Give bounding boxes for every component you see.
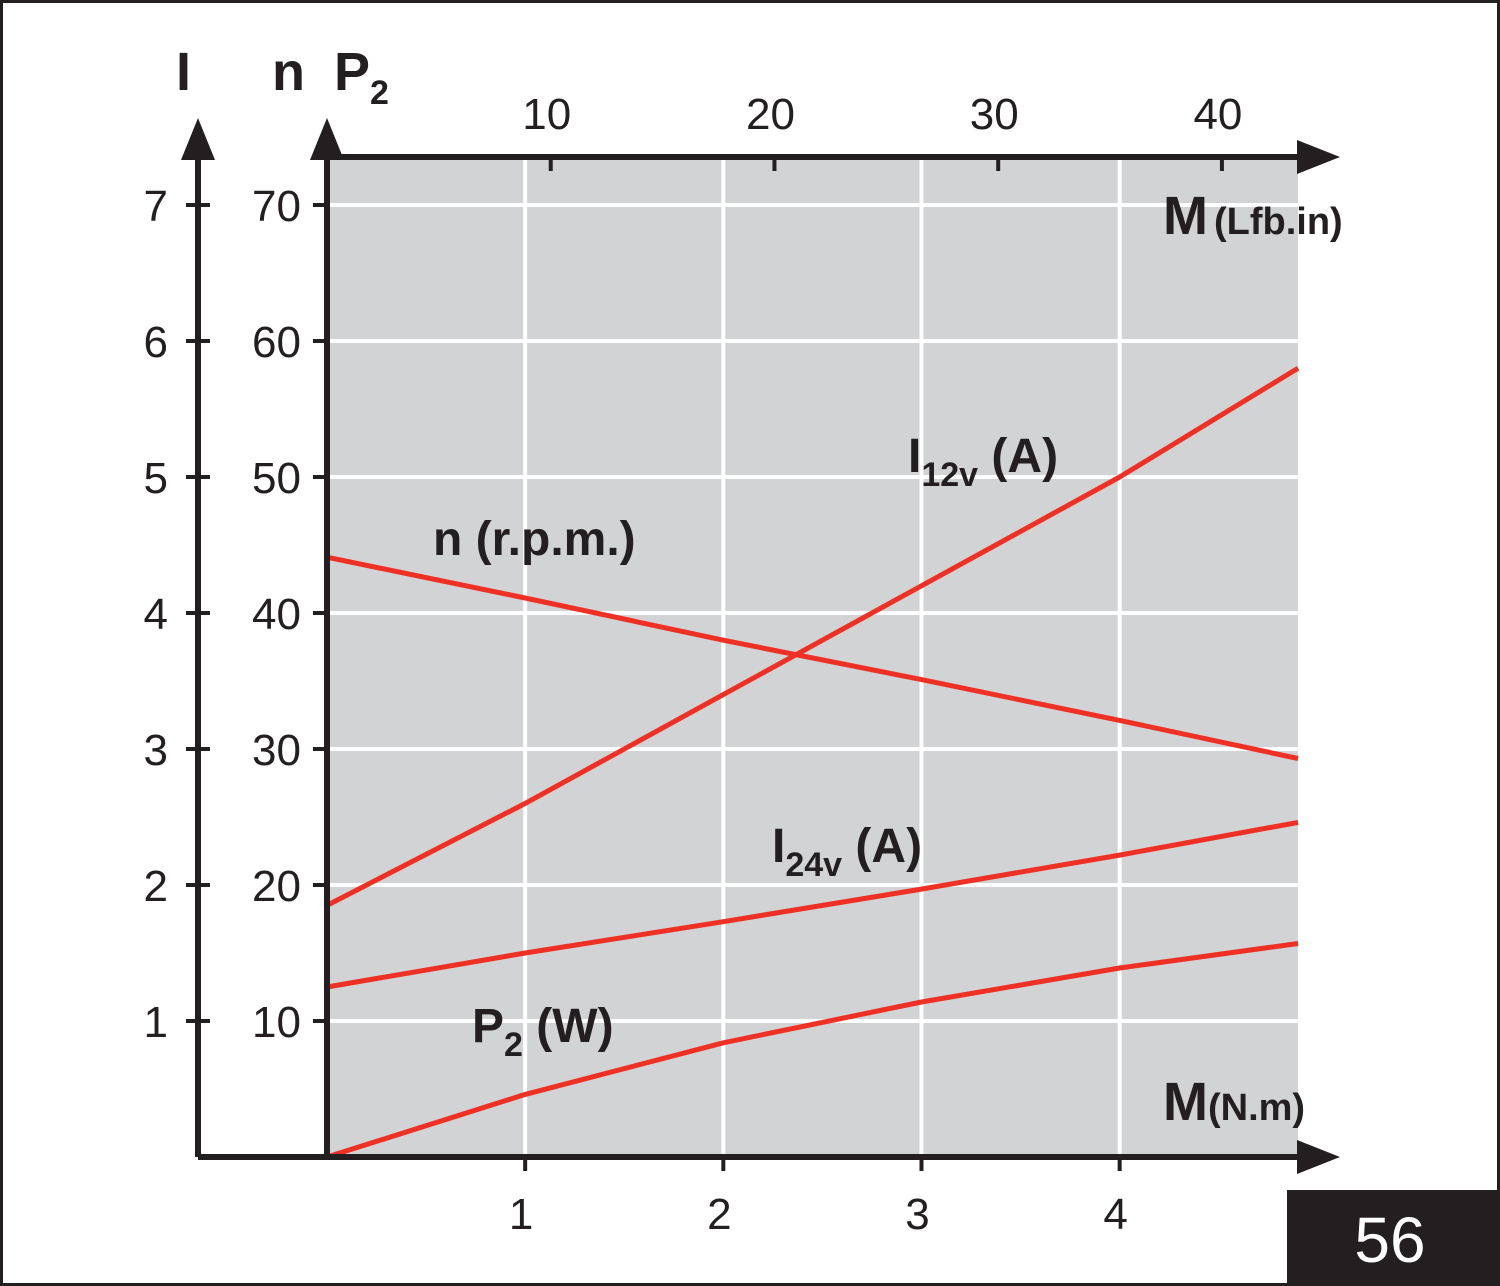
tick-label-x2: 20	[746, 90, 795, 139]
label-power-main: P	[472, 1000, 504, 1053]
tick-label-speed: 40	[252, 590, 301, 639]
tick-label-current: 5	[144, 454, 168, 503]
tick-label-current: 2	[144, 862, 168, 911]
tick-label-current: 3	[144, 726, 168, 775]
y-axis-symbol-current: I	[176, 42, 191, 102]
tick-label-x: 2	[707, 1190, 731, 1239]
x-axis-label: M(N.m)	[1163, 1072, 1305, 1132]
x2-axis-symbol: M	[1163, 186, 1208, 246]
tick-label-speed: 50	[252, 454, 301, 503]
label-current-12v-sub: 12v	[921, 456, 978, 494]
label-current-12v-tail: (A)	[978, 430, 1058, 483]
x-axis-unit: (N.m)	[1208, 1087, 1305, 1129]
grid-lines	[327, 157, 1298, 1157]
label-current-24v-sub: 24v	[785, 846, 842, 884]
series-lines	[325, 366, 1300, 1160]
series-label-power: P2 (W)	[472, 1000, 614, 1064]
tick-label-speed: 30	[252, 726, 301, 775]
tick-label-current: 1	[144, 998, 168, 1047]
series-label-current-24v: I24v (A)	[772, 820, 922, 884]
tick-label-current: 6	[144, 318, 168, 367]
series-label-current-12v: I12v (A)	[908, 430, 1058, 494]
figure-number-badge	[1287, 1190, 1500, 1286]
series-line-2	[326, 819, 1299, 990]
tick-label-speed: 10	[252, 998, 301, 1047]
series-line-0	[326, 554, 1299, 761]
tick-label-speed: 60	[252, 318, 301, 367]
label-current-12v-main: I	[908, 430, 921, 483]
power-symbol: P	[334, 42, 370, 102]
series-label-speed: n (r.p.m.)	[433, 513, 636, 566]
tick-label-x: 3	[905, 1190, 929, 1239]
tick-label-x: 4	[1103, 1190, 1127, 1239]
label-current-24v-main: I	[772, 820, 785, 873]
tick-label-current: 4	[144, 590, 168, 639]
series-line-3	[326, 941, 1299, 1160]
label-power-sub: 2	[504, 1026, 523, 1064]
x-axis-arrow	[1297, 1140, 1340, 1174]
tick-labels: 1 2 3 4 5 6 7 10 20 30 40 50 60 70 1 2 3 4 10 20 30 40	[144, 90, 1243, 1239]
tick-label-x2: 30	[970, 90, 1019, 139]
tick-label-x2: 40	[1193, 90, 1242, 139]
label-current-24v-tail: (A)	[842, 820, 922, 873]
series-line-1	[325, 366, 1300, 908]
x2-axis-label: M (Lfb.in)	[1163, 186, 1343, 246]
tick-marks	[186, 155, 1224, 1171]
x2-axis-arrow	[1297, 140, 1340, 174]
tick-label-speed: 20	[252, 862, 301, 911]
tick-label-x2: 10	[522, 90, 571, 139]
y-axis-current-arrow	[181, 118, 215, 160]
tick-label-x: 1	[509, 1190, 533, 1239]
tick-label-current: 7	[144, 182, 168, 231]
y-axis-symbol-power: P2	[334, 42, 389, 112]
y-axis-speed-arrow	[310, 118, 344, 160]
y-axis-symbol-speed: n	[272, 42, 305, 102]
figure-number: 56	[1354, 1204, 1425, 1276]
tick-label-speed: 70	[252, 182, 301, 231]
x-axis-symbol: M	[1163, 1072, 1208, 1132]
x2-axis-unit: (Lfb.in)	[1214, 201, 1343, 243]
label-power-tail: (W)	[523, 1000, 614, 1053]
power-symbol-subscript: 2	[370, 74, 389, 112]
